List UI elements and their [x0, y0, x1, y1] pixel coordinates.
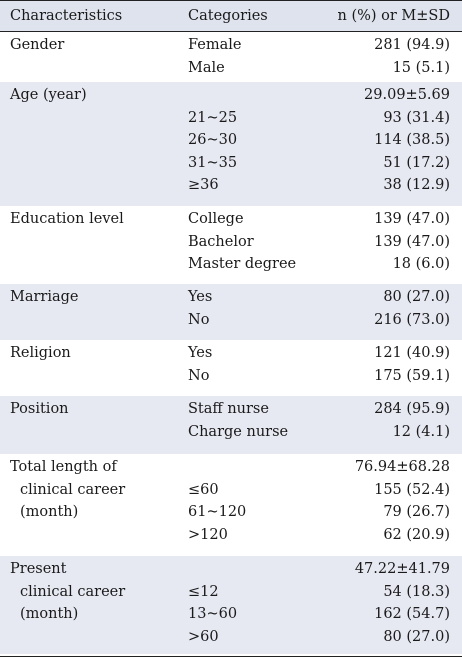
row-group-band: [0, 82, 462, 206]
category-cell: No: [188, 311, 210, 328]
value-cell: 15 (5.1): [392, 59, 450, 76]
value-cell: 29.09±5.69: [364, 87, 450, 103]
category-cell: Male: [188, 59, 225, 76]
value-cell: 54 (18.3): [383, 583, 450, 600]
category-cell: Staff nurse: [188, 401, 269, 417]
category-cell: 31~35: [188, 154, 238, 171]
header-value: n (%) or M±SD: [337, 8, 450, 24]
group-label: Religion: [10, 345, 71, 361]
category-cell: Master degree: [188, 256, 297, 272]
category-cell: Charge nurse: [188, 423, 289, 440]
row-group-band: [0, 396, 462, 454]
group-label: (month): [20, 504, 79, 520]
value-cell: 79 (26.7): [383, 504, 450, 520]
category-cell: 13~60: [188, 606, 238, 622]
category-cell: 26~30: [188, 132, 238, 148]
value-cell: 80 (27.0): [383, 628, 450, 645]
value-cell: 114 (38.5): [374, 132, 450, 148]
category-cell: ≤60: [188, 481, 219, 498]
value-cell: 162 (54.7): [374, 606, 450, 622]
group-label: Gender: [10, 37, 65, 53]
group-label: Position: [10, 401, 69, 417]
group-label: Age (year): [10, 87, 87, 103]
value-cell: 139 (47.0): [374, 233, 450, 250]
value-cell: 18 (6.0): [392, 256, 450, 272]
table-header: Characteristics Categories n (%) or M±SD: [0, 0, 462, 32]
category-cell: Yes: [188, 289, 213, 305]
value-cell: 47.22±41.79: [354, 561, 450, 577]
group-label: clinical career: [20, 583, 126, 600]
value-cell: 51 (17.2): [383, 154, 450, 171]
group-label: Education level: [10, 211, 124, 227]
value-cell: 155 (52.4): [374, 481, 450, 498]
category-cell: Yes: [188, 345, 213, 361]
value-cell: 175 (59.1): [374, 367, 450, 384]
group-label: Marriage: [10, 289, 79, 305]
row-group-band: [0, 284, 462, 340]
group-label: (month): [20, 606, 79, 622]
category-cell: 21~25: [188, 109, 238, 126]
category-cell: >60: [188, 628, 219, 645]
header-categories: Categories: [188, 8, 268, 24]
value-cell: 216 (73.0): [374, 311, 450, 328]
category-cell: 61~120: [188, 504, 247, 520]
table-bottom-rule: [0, 656, 462, 657]
value-cell: 76.94±68.28: [354, 459, 450, 475]
category-cell: Bachelor: [188, 233, 254, 250]
value-cell: 93 (31.4): [383, 109, 450, 126]
category-cell: College: [188, 211, 244, 227]
value-cell: 284 (95.9): [374, 401, 450, 417]
value-cell: 38 (12.9): [383, 177, 450, 193]
value-cell: 139 (47.0): [374, 211, 450, 227]
category-cell: No: [188, 367, 210, 384]
value-cell: 62 (20.9): [383, 526, 450, 543]
category-cell: ≤12: [188, 583, 219, 600]
value-cell: 12 (4.1): [392, 423, 450, 440]
group-label: clinical career: [20, 481, 126, 498]
value-cell: 121 (40.9): [374, 345, 450, 361]
row-group-band: [0, 556, 462, 654]
value-cell: 281 (94.9): [374, 37, 450, 53]
group-label: Present: [10, 561, 67, 577]
header-characteristics: Characteristics: [10, 8, 123, 24]
value-cell: 80 (27.0): [383, 289, 450, 305]
category-cell: >120: [188, 526, 228, 543]
category-cell: ≥36: [188, 177, 219, 193]
group-label: Total length of: [10, 459, 117, 475]
category-cell: Female: [188, 37, 242, 53]
